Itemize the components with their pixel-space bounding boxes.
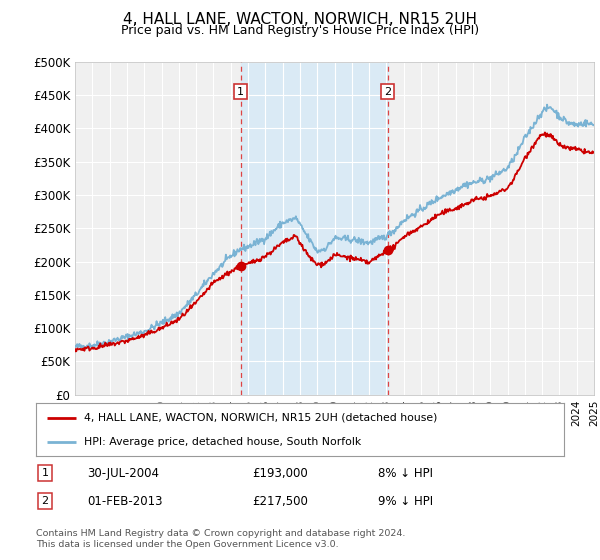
Text: 8% ↓ HPI: 8% ↓ HPI bbox=[378, 466, 433, 480]
Text: 9% ↓ HPI: 9% ↓ HPI bbox=[378, 494, 433, 508]
Bar bbox=[241, 62, 388, 395]
Text: 1: 1 bbox=[237, 87, 244, 96]
Text: Contains HM Land Registry data © Crown copyright and database right 2024.
This d: Contains HM Land Registry data © Crown c… bbox=[36, 529, 406, 549]
Text: 2: 2 bbox=[41, 496, 49, 506]
Text: 01-FEB-2013: 01-FEB-2013 bbox=[87, 494, 163, 508]
Text: £193,000: £193,000 bbox=[252, 466, 308, 480]
Text: Price paid vs. HM Land Registry's House Price Index (HPI): Price paid vs. HM Land Registry's House … bbox=[121, 24, 479, 36]
Text: 1: 1 bbox=[41, 468, 49, 478]
Text: £217,500: £217,500 bbox=[252, 494, 308, 508]
Text: HPI: Average price, detached house, South Norfolk: HPI: Average price, detached house, Sout… bbox=[83, 437, 361, 447]
Text: 4, HALL LANE, WACTON, NORWICH, NR15 2UH (detached house): 4, HALL LANE, WACTON, NORWICH, NR15 2UH … bbox=[83, 413, 437, 423]
Text: 2: 2 bbox=[384, 87, 391, 96]
Text: 30-JUL-2004: 30-JUL-2004 bbox=[87, 466, 159, 480]
Text: 4, HALL LANE, WACTON, NORWICH, NR15 2UH: 4, HALL LANE, WACTON, NORWICH, NR15 2UH bbox=[123, 12, 477, 27]
